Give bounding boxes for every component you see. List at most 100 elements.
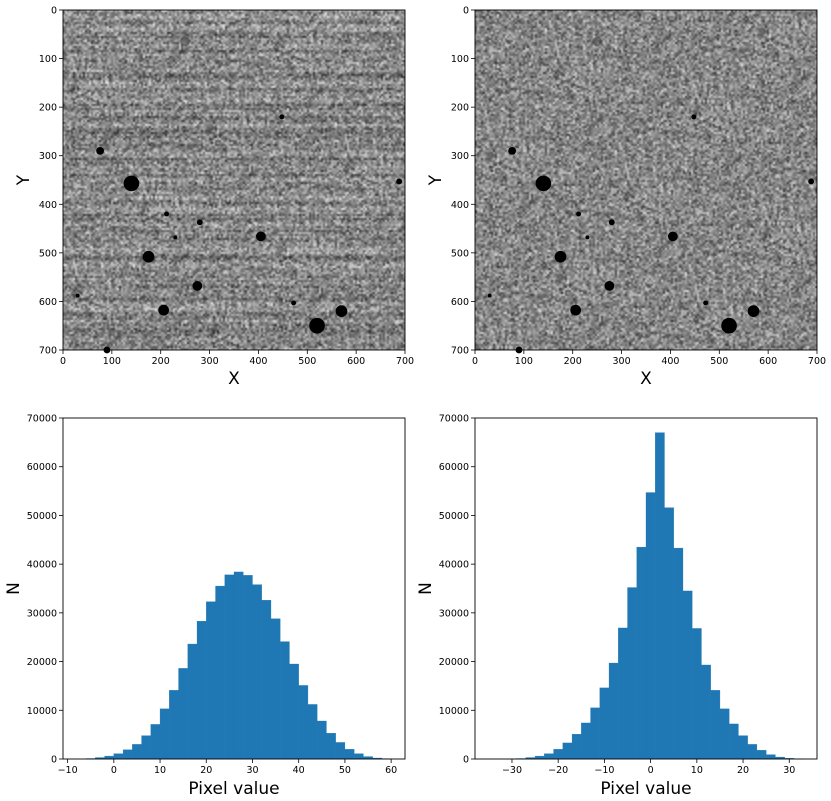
x-tick-label: 400 xyxy=(249,356,267,367)
x-tick-label: 500 xyxy=(298,356,316,367)
y-tick-label: 600 xyxy=(39,297,57,308)
x-tick-label: 200 xyxy=(564,356,582,367)
histogram-bar xyxy=(150,724,161,760)
histogram-bar xyxy=(159,708,170,760)
y-axis-label: N xyxy=(4,582,24,595)
y-tick-label: 0 xyxy=(51,755,57,766)
faint-source-17 xyxy=(592,36,603,47)
x-tick-label: 30 xyxy=(783,765,795,776)
x-tick-label: 10 xyxy=(154,765,166,776)
x-tick-label: 20 xyxy=(737,765,749,776)
histogram-bar xyxy=(270,618,281,760)
histogram-bar xyxy=(178,668,188,760)
source-5 xyxy=(570,304,582,316)
x-axis-label: X xyxy=(640,369,652,389)
histogram-bar xyxy=(571,734,582,760)
y-tick-label: 400 xyxy=(39,200,57,211)
y-axis-label: Y xyxy=(426,174,446,186)
x-tick-label: 500 xyxy=(710,356,728,367)
histogram-bar xyxy=(317,720,327,760)
histogram-bar xyxy=(215,585,225,760)
source-4 xyxy=(747,305,760,318)
histogram-bar xyxy=(701,664,711,760)
source-1 xyxy=(123,175,140,192)
y-tick-label: 60000 xyxy=(27,462,57,473)
y-tick-label: 200 xyxy=(39,103,57,114)
image-panel-2: 0 100 200 300 400 500 600 700010020030040050060… xyxy=(426,6,826,390)
x-axis-label: Pixel value xyxy=(188,779,279,799)
faint-source-17 xyxy=(180,36,191,47)
x-tick-label: 60 xyxy=(385,765,397,776)
source-2 xyxy=(309,317,325,334)
histogram-bar xyxy=(335,742,346,760)
source-10 xyxy=(576,211,582,217)
y-tick-label: 70000 xyxy=(439,414,469,425)
histogram-bar xyxy=(608,662,619,760)
histogram-bar xyxy=(187,643,198,760)
source-10 xyxy=(164,211,170,217)
y-tick-label: 200 xyxy=(451,103,469,114)
histogram-bar xyxy=(664,507,674,760)
y-tick-label: 500 xyxy=(451,248,469,259)
y-tick-label: 500 xyxy=(39,248,57,259)
histogram-bar xyxy=(169,690,179,760)
histogram-bar xyxy=(738,735,748,760)
y-tick-label: 60000 xyxy=(439,462,469,473)
x-tick-label: 300 xyxy=(613,356,631,367)
histogram-bar xyxy=(280,641,290,760)
y-axis-label: N xyxy=(416,582,436,595)
source-15 xyxy=(585,235,590,240)
histogram-bar xyxy=(719,708,730,760)
x-tick-label: 0 xyxy=(111,765,117,776)
x-tick-label: 50 xyxy=(339,765,351,776)
x-tick-label: −10 xyxy=(58,765,78,776)
histogram-bar xyxy=(747,744,758,760)
axes-frame xyxy=(62,9,406,351)
x-tick-label: 0 xyxy=(648,765,654,776)
x-tick-label: 600 xyxy=(347,356,365,367)
histogram-bar xyxy=(618,627,628,760)
x-tick-label: 10 xyxy=(691,765,703,776)
source-13 xyxy=(808,178,815,185)
histogram-bar xyxy=(756,750,767,760)
y-tick-label: 10000 xyxy=(439,706,469,717)
x-tick-label: −10 xyxy=(594,765,614,776)
y-tick-label: 100 xyxy=(39,54,57,65)
source-12 xyxy=(279,114,285,120)
histogram-bar xyxy=(224,574,235,760)
histogram-bar xyxy=(655,432,665,760)
x-tick-label: 700 xyxy=(396,356,414,367)
source-12 xyxy=(691,114,697,120)
y-tick-label: 50000 xyxy=(439,511,469,522)
histogram-bar xyxy=(354,753,364,760)
source-6 xyxy=(667,231,678,242)
y-axis-label: Y xyxy=(14,174,34,186)
histogram-panel-1: −10 0 10 20 30 40 50 60010000200003000040000500… xyxy=(4,414,406,799)
y-tick-label: 0 xyxy=(463,6,469,17)
source-7 xyxy=(192,281,203,291)
y-tick-label: 400 xyxy=(451,200,469,211)
x-axis-label: X xyxy=(228,369,240,389)
histogram-bar xyxy=(261,600,272,760)
source-16 xyxy=(487,293,492,298)
histogram-bar xyxy=(627,587,637,760)
histogram-bar xyxy=(233,571,244,760)
y-tick-label: 0 xyxy=(51,6,57,17)
source-1 xyxy=(535,175,552,192)
y-tick-label: 100 xyxy=(451,54,469,65)
source-6 xyxy=(255,231,266,242)
axes-frame xyxy=(474,9,818,351)
x-tick-label: 600 xyxy=(759,356,777,367)
y-tick-label: 10000 xyxy=(27,706,57,717)
source-11 xyxy=(703,300,709,306)
x-tick-label: 0 xyxy=(472,356,478,367)
source-9 xyxy=(608,219,615,226)
histogram-bar xyxy=(553,749,563,760)
histogram-bar xyxy=(590,707,600,760)
y-tick-label: 40000 xyxy=(27,560,57,571)
axes-frame xyxy=(62,417,406,760)
y-tick-label: 50000 xyxy=(27,511,57,522)
y-tick-label: 300 xyxy=(39,151,57,162)
image-background xyxy=(63,10,405,350)
x-tick-label: 100 xyxy=(515,356,533,367)
